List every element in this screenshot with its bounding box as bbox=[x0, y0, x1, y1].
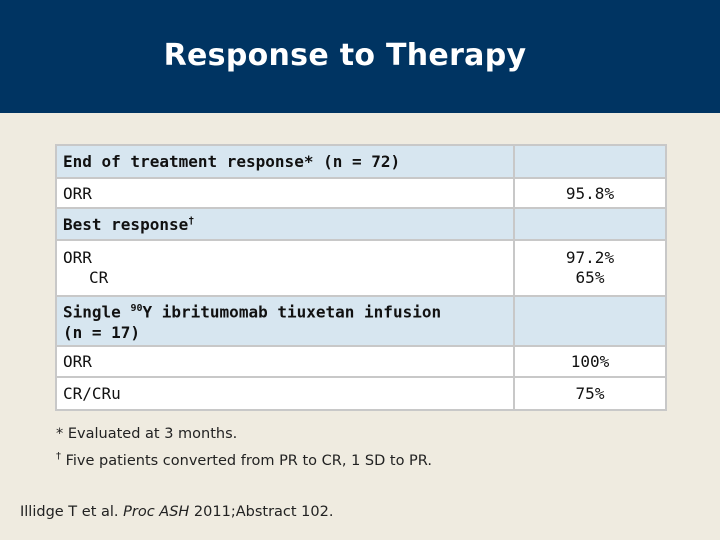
dagger-mark: † bbox=[56, 451, 61, 462]
table-row: ORR 95.8% bbox=[55, 177, 667, 209]
citation: Illidge T et al. Proc ASH 2011;Abstract … bbox=[20, 504, 334, 520]
section-header-end-of-treatment: End of treatment response* (n = 72) bbox=[55, 144, 667, 179]
citation-journal: Proc ASH bbox=[123, 504, 190, 520]
row-value: 75% bbox=[513, 376, 667, 411]
section-label: Single 90Y ibritumomab tiuxetan infusion… bbox=[55, 295, 515, 347]
footnote-converted: † Five patients converted from PR to CR,… bbox=[56, 451, 432, 469]
row-value: 100% bbox=[513, 345, 667, 378]
row-label: ORR CR bbox=[55, 239, 515, 297]
row-value-cr: 65% bbox=[575, 268, 605, 287]
slide-title: Response to Therapy bbox=[163, 38, 527, 73]
footnote-evaluated: * Evaluated at 3 months. bbox=[56, 426, 238, 442]
row-label: ORR bbox=[55, 345, 515, 378]
section-header-best-response: Best response† bbox=[55, 207, 667, 241]
row-label-cr: CR bbox=[89, 268, 109, 287]
table-row: ORR CR 97.2% 65% bbox=[55, 239, 667, 297]
title-bar bbox=[0, 0, 720, 113]
table-row: CR/CRu 75% bbox=[55, 376, 667, 411]
section-value-empty bbox=[513, 207, 667, 241]
row-label-orr: ORR bbox=[63, 248, 92, 267]
dagger-mark: † bbox=[188, 215, 195, 227]
table-row: ORR 100% bbox=[55, 345, 667, 378]
row-value: 97.2% 65% bbox=[513, 239, 667, 297]
section-label: Best response† bbox=[55, 207, 515, 241]
isotope-superscript: 90 bbox=[130, 303, 143, 315]
row-value-orr: 97.2% bbox=[565, 248, 615, 267]
response-table: End of treatment response* (n = 72) ORR … bbox=[55, 144, 667, 411]
row-value: 95.8% bbox=[513, 177, 667, 209]
section-value-empty bbox=[513, 144, 667, 179]
section-label: End of treatment response* (n = 72) bbox=[55, 144, 515, 179]
section-value-empty bbox=[513, 295, 667, 347]
row-label: CR/CRu bbox=[55, 376, 515, 411]
row-label: ORR bbox=[55, 177, 515, 209]
section-header-single-infusion: Single 90Y ibritumomab tiuxetan infusion… bbox=[55, 295, 667, 347]
